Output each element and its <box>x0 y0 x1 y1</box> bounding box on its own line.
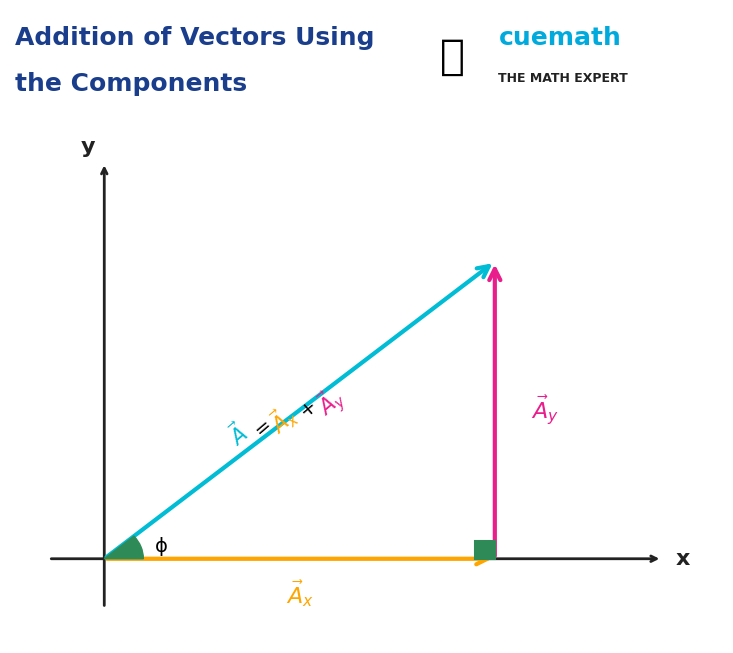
Text: $\vec{A}_y$: $\vec{A}_y$ <box>531 393 559 427</box>
Text: THE MATH EXPERT: THE MATH EXPERT <box>498 72 628 85</box>
Polygon shape <box>475 541 495 559</box>
Text: $\vec{A}$: $\vec{A}$ <box>223 419 254 451</box>
Text: x: x <box>676 549 690 569</box>
Text: $\vec{A}_y$: $\vec{A}_y$ <box>310 381 352 424</box>
Text: $=$: $=$ <box>246 414 274 442</box>
Text: cuemath: cuemath <box>498 26 622 50</box>
Text: $\vec{A}_x$: $\vec{A}_x$ <box>263 400 303 440</box>
Text: y: y <box>81 136 95 157</box>
Text: Addition of Vectors Using: Addition of Vectors Using <box>15 26 374 50</box>
Text: 🚀: 🚀 <box>440 36 465 78</box>
Text: $+$: $+$ <box>296 398 321 422</box>
Wedge shape <box>104 536 144 559</box>
Text: $\vec{A}_x$: $\vec{A}_x$ <box>286 578 314 609</box>
Text: the Components: the Components <box>15 72 247 96</box>
Text: ϕ: ϕ <box>155 537 167 556</box>
